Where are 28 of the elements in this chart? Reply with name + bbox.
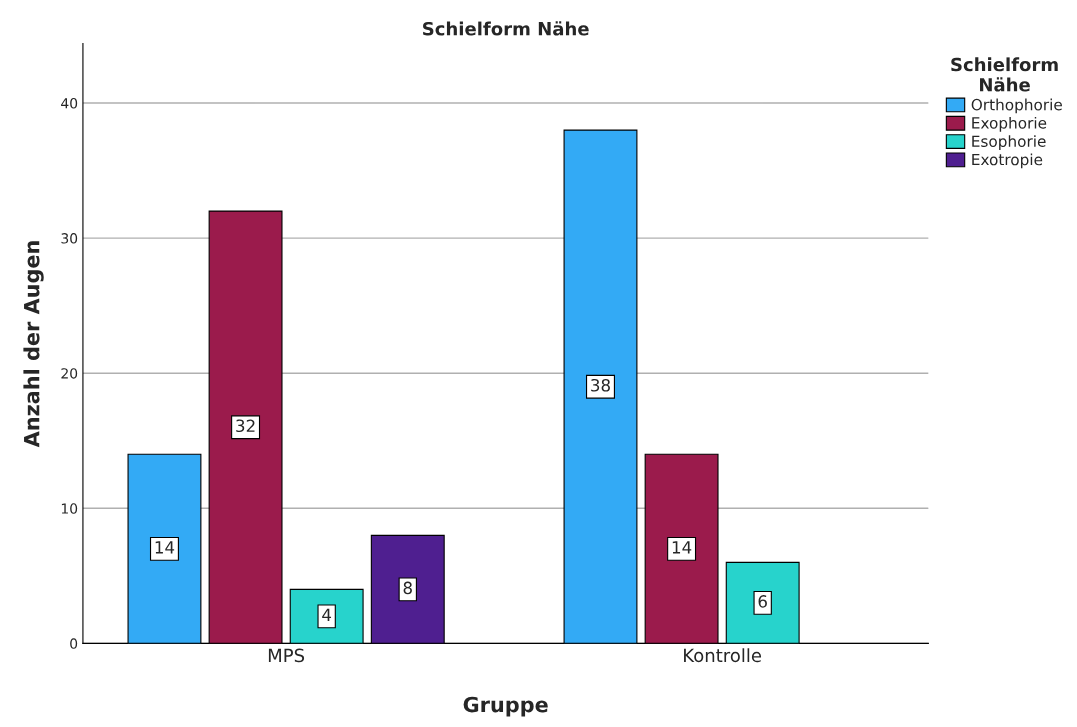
bar: [644, 453, 719, 644]
legend-label: Exophorie: [972, 116, 1047, 132]
y-tick-label: 20: [61, 368, 78, 379]
x-axis-title: Gruppe: [463, 696, 548, 717]
data-label: 38: [591, 378, 610, 392]
legend-label: Orthophorie: [971, 98, 1062, 114]
data-label: 8: [403, 581, 412, 595]
chart-title: Schielform Nähe: [423, 21, 589, 36]
legend-title: Schielform Nähe: [951, 57, 1058, 92]
y-tick-label: 30: [61, 233, 78, 244]
y-tick-label: 0: [70, 638, 78, 649]
bar: [725, 561, 800, 644]
legend-label: Exotropie: [972, 153, 1043, 169]
y-tick-label: 40: [61, 98, 78, 109]
x-tick-label: Kontrolle: [684, 648, 762, 663]
y-axis-title: Anzahl der Augen: [23, 241, 44, 448]
bar: [563, 129, 638, 644]
bar: [127, 453, 202, 644]
legend-label: Esophorie: [972, 135, 1046, 150]
bar: [370, 534, 445, 644]
data-label: 14: [155, 541, 175, 554]
x-tick-label: MPS: [268, 648, 305, 663]
y-tick-label: 10: [61, 503, 78, 514]
data-label: 14: [672, 541, 692, 554]
data-label: 4: [322, 608, 332, 621]
data-label: 6: [758, 595, 767, 608]
bar: [208, 210, 283, 644]
data-label: 32: [236, 419, 255, 433]
